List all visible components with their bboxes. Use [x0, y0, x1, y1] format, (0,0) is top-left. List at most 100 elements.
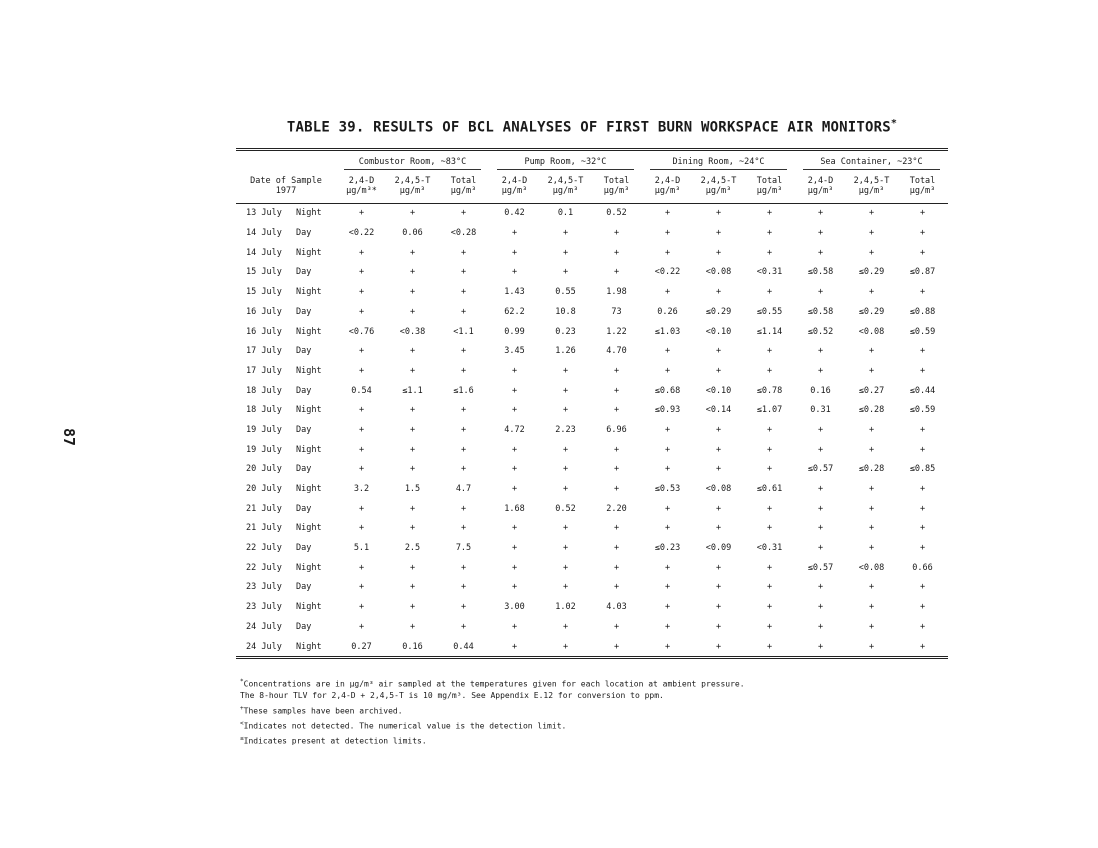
date-cell: 21 July	[246, 503, 282, 514]
value-cell: +	[562, 228, 569, 239]
value-cell: +	[766, 346, 773, 357]
value-cell: +	[409, 424, 416, 435]
table-row: 14 July Night + + + + + + + + + + + +	[236, 243, 948, 263]
time-of-day-cell: Night	[296, 326, 322, 337]
footnote-text: Indicates present at detection limits.	[243, 737, 427, 746]
value-cell: +	[664, 582, 671, 593]
column-header-name: 2,4-D	[807, 176, 834, 186]
value-cell: +	[715, 444, 722, 455]
value-cell: +	[766, 503, 773, 514]
value-cell: <0.08	[705, 484, 732, 494]
value-cell: +	[868, 247, 875, 258]
time-of-day-cell: Night	[296, 287, 322, 298]
value-cell: +	[846, 636, 897, 660]
value-cell: +	[664, 208, 671, 219]
value-cell: +	[613, 543, 620, 554]
group-header-label: Pump Room, ~32°C	[496, 157, 635, 170]
date-cell: 14 July	[246, 247, 282, 258]
value-cell: +	[868, 602, 875, 613]
value-cell: ≤1.1	[402, 385, 423, 396]
value-cell: +	[562, 444, 569, 455]
value-cell: +	[489, 636, 540, 660]
value-cell: +	[562, 582, 569, 593]
group-header-label: Combustor Room, ~83°C	[343, 157, 482, 170]
date-cell: 18 July	[246, 385, 282, 396]
value-cell: +	[511, 523, 518, 534]
value-cell: +	[511, 444, 518, 455]
value-cell: +	[868, 287, 875, 298]
value-cell: 1.02	[555, 602, 576, 613]
value-cell: +	[613, 582, 620, 593]
value-cell: +	[358, 621, 365, 632]
date-cell: 19 July	[246, 424, 282, 435]
table-row: 21 July Day + + +1.68 0.52 2.20 + + + + + +	[236, 499, 948, 519]
value-cell: +	[766, 287, 773, 298]
value-cell: +	[664, 365, 671, 376]
value-cell: 2.5	[404, 543, 421, 554]
value-cell: <0.08	[705, 267, 732, 278]
time-of-day-cell: Night	[296, 247, 322, 258]
value-cell: ≤0.44	[909, 385, 936, 396]
value-cell: ≤0.58	[807, 267, 834, 278]
value-cell: +	[460, 208, 467, 219]
value-cell: ≤0.29	[858, 267, 885, 278]
value-cell: +	[817, 287, 824, 298]
footnote-text: These samples have been archived.	[243, 706, 403, 716]
date-cell: 15 July	[246, 287, 282, 298]
value-cell: ≤0.23	[654, 543, 681, 554]
value-cell: +	[766, 582, 773, 593]
date-cell: 17 July	[246, 346, 282, 357]
value-cell: +	[919, 424, 926, 435]
time-of-day-cell: Night	[296, 562, 322, 573]
column-header-name: 2,4,5-T	[853, 176, 890, 186]
value-cell: ≤1.07	[756, 405, 783, 416]
column-header-name: 2,4-D	[348, 176, 375, 186]
value-cell: ≤0.57	[807, 464, 834, 475]
time-of-day-cell: Day	[296, 306, 312, 317]
value-cell: ≤0.29	[858, 306, 885, 317]
value-cell: +	[409, 346, 416, 357]
table-row: 24 July Night 0.27 0.16 0.44 + + + + + + + + +	[236, 636, 948, 660]
time-of-day-cell: Day	[296, 582, 312, 593]
table-row: 22 July Day 5.1 2.5 7.5 + + + ≤0.23 <0.09 <0.31 + + +	[236, 538, 948, 558]
column-header: 2,4,5-T µg/m³	[387, 174, 438, 204]
value-cell: +	[460, 503, 467, 514]
value-cell: ≤0.52	[807, 326, 834, 337]
value-cell: +	[664, 287, 671, 298]
value-cell: +	[511, 621, 518, 632]
time-of-day-cell: Night	[296, 523, 322, 534]
value-cell: +	[460, 247, 467, 258]
value-cell: <0.10	[705, 326, 732, 337]
value-cell: +	[409, 287, 416, 298]
value-cell: +	[715, 228, 722, 239]
title-footnote-mark: *	[890, 118, 898, 129]
value-cell: +	[409, 464, 416, 475]
value-cell: +	[715, 582, 722, 593]
table-title-text: TABLE 39. RESULTS OF BCL ANALYSES OF FIR…	[286, 119, 891, 136]
column-header: 2,4,5-T µg/m³	[846, 174, 897, 204]
table-row: 13 July Night + + +0.42 0.1 0.52 + + + + + +	[236, 203, 948, 223]
value-cell: ≤0.58	[807, 306, 834, 317]
value-cell: +	[664, 523, 671, 534]
value-cell: +	[664, 602, 671, 613]
value-cell: ≤0.59	[909, 326, 936, 337]
value-cell: +	[591, 636, 642, 660]
column-header-name: 2,4-D	[654, 176, 681, 186]
value-cell: <0.22	[348, 228, 375, 239]
date-cell: 23 July	[246, 602, 282, 613]
value-cell: +	[817, 503, 824, 514]
value-cell: ≤0.85	[909, 464, 936, 475]
value-cell: +	[613, 621, 620, 632]
value-cell: ≤0.55	[756, 306, 783, 317]
value-cell: 4.03	[606, 602, 627, 613]
column-header-name: 2,4,5-T	[394, 176, 431, 186]
value-cell: 3.2	[353, 484, 370, 494]
value-cell: 3.45	[504, 346, 525, 357]
value-cell: +	[613, 562, 620, 573]
column-header: 2,4-D µg/m³*	[336, 174, 387, 204]
value-cell: +	[562, 385, 569, 396]
value-cell: 0.52	[555, 503, 576, 514]
value-cell: 0.44	[438, 636, 489, 660]
value-cell: +	[817, 621, 824, 632]
value-cell: +	[766, 562, 773, 573]
